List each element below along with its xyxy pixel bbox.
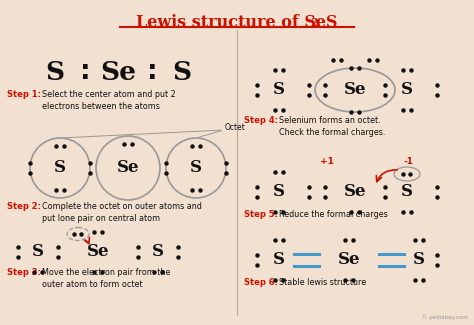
Text: Select the center atom and put 2
electrons between the atoms: Select the center atom and put 2 electro… xyxy=(42,90,176,111)
Text: Se: Se xyxy=(100,59,136,84)
Text: Lewis structure of SeS: Lewis structure of SeS xyxy=(136,14,338,31)
Text: © pediabay.com: © pediabay.com xyxy=(422,314,468,320)
Text: S: S xyxy=(401,184,413,201)
Text: Se: Se xyxy=(344,82,366,98)
Text: Step 6:: Step 6: xyxy=(244,278,278,287)
Text: S: S xyxy=(32,243,44,261)
Text: S: S xyxy=(46,59,64,84)
Text: S: S xyxy=(273,252,285,268)
Text: Octet: Octet xyxy=(225,124,246,133)
Text: S: S xyxy=(54,160,66,176)
Text: :: : xyxy=(80,59,91,85)
Text: S: S xyxy=(152,243,164,261)
Text: S: S xyxy=(173,59,191,84)
Text: -1: -1 xyxy=(404,158,414,166)
Text: S: S xyxy=(273,82,285,98)
Text: Reduce the formal charges: Reduce the formal charges xyxy=(279,210,388,219)
Text: S: S xyxy=(413,252,425,268)
Text: Stable lewis structure: Stable lewis structure xyxy=(279,278,366,287)
Text: Se: Se xyxy=(344,184,366,201)
Text: Step 3:: Step 3: xyxy=(7,268,41,277)
Text: :: : xyxy=(146,59,157,85)
Text: Se: Se xyxy=(117,160,139,176)
Text: Se: Se xyxy=(87,243,109,261)
Text: S: S xyxy=(401,82,413,98)
Text: Step 1:: Step 1: xyxy=(7,90,41,99)
Text: +1: +1 xyxy=(320,158,334,166)
Text: 2: 2 xyxy=(310,17,318,28)
Text: S: S xyxy=(190,160,202,176)
Text: S: S xyxy=(273,184,285,201)
Text: Selenium forms an octet.
Check the formal charges.: Selenium forms an octet. Check the forma… xyxy=(279,116,385,137)
Text: Move the electron pair from the
outer atom to form octet: Move the electron pair from the outer at… xyxy=(42,268,170,289)
Text: Step 4:: Step 4: xyxy=(244,116,278,125)
Text: Step 5:: Step 5: xyxy=(244,210,278,219)
Text: Step 2:: Step 2: xyxy=(7,202,41,211)
Text: Complete the octet on outer atoms and
put lone pair on central atom: Complete the octet on outer atoms and pu… xyxy=(42,202,202,223)
Text: Se: Se xyxy=(338,252,360,268)
